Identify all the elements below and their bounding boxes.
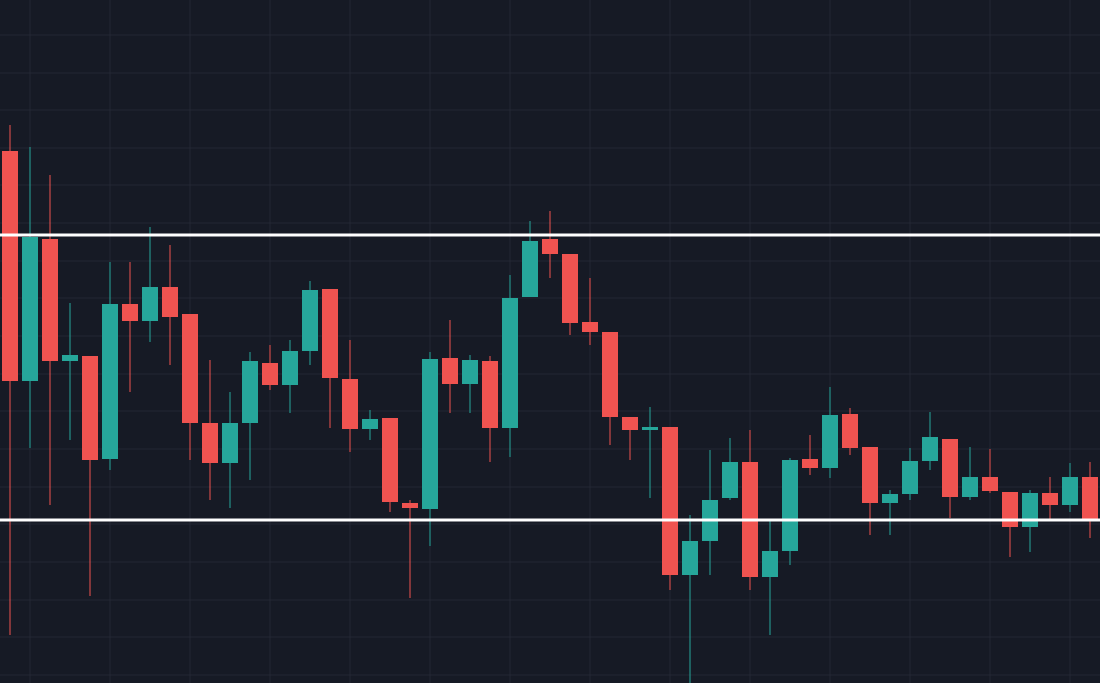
candle-body — [1022, 493, 1038, 527]
candle-body — [22, 237, 38, 381]
candle-body — [322, 289, 338, 378]
candle-body — [202, 423, 218, 463]
candle-body — [422, 359, 438, 509]
candle-body — [862, 447, 878, 503]
candle-body — [962, 477, 978, 497]
candle-body — [642, 427, 658, 430]
candle-body — [602, 332, 618, 417]
candle-body — [582, 322, 598, 332]
candle-body — [1002, 492, 1018, 527]
candle-body — [2, 151, 18, 381]
candle-body — [762, 551, 778, 577]
candle-body — [122, 304, 138, 321]
candle-body — [822, 415, 838, 468]
candle-body — [162, 287, 178, 317]
candle-body — [222, 423, 238, 463]
candle-body — [442, 358, 458, 384]
candle-body — [902, 461, 918, 494]
candle-body — [242, 361, 258, 423]
candle-body — [302, 290, 318, 351]
candle-body — [782, 460, 798, 551]
candle-body — [362, 419, 378, 429]
candle-body — [62, 355, 78, 361]
candle-body — [102, 304, 118, 459]
candle-body — [142, 287, 158, 321]
candle-body — [922, 437, 938, 461]
candle-body — [382, 418, 398, 502]
candle-body — [662, 427, 678, 575]
candle-body — [622, 417, 638, 430]
candle-body — [942, 439, 958, 497]
candle-body — [982, 477, 998, 491]
candle-body — [522, 241, 538, 297]
candle-body — [1062, 477, 1078, 505]
candle-body — [42, 239, 58, 361]
candle-body — [262, 363, 278, 385]
candle-body — [502, 298, 518, 428]
candle-body — [562, 254, 578, 323]
candle-body — [462, 360, 478, 384]
candle-body — [342, 379, 358, 429]
candle-body — [182, 314, 198, 423]
candle-body — [82, 356, 98, 460]
candle-body — [1042, 493, 1058, 505]
candle-body — [542, 239, 558, 254]
candle-body — [282, 351, 298, 385]
candle-body — [842, 414, 858, 448]
candle-body — [482, 361, 498, 428]
candle-body — [882, 494, 898, 503]
candle-body — [1082, 477, 1098, 520]
candle-body — [802, 459, 818, 468]
candle-body — [402, 503, 418, 508]
candle-body — [722, 462, 738, 498]
candle-body — [682, 541, 698, 575]
